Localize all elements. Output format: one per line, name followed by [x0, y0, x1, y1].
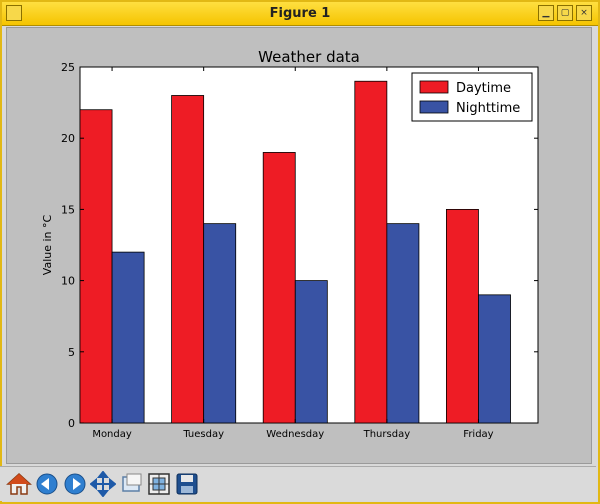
y-ticks: 0 5 10 15 20 25 [61, 61, 538, 430]
bar-chart: Weather data Value in °C 0 5 10 15 20 25 Mond… [41, 48, 539, 440]
bar-daytime-monday [79, 109, 113, 424]
maximize-button[interactable]: ▢ [557, 5, 573, 21]
legend-swatch-nighttime [419, 100, 449, 114]
x-tick-label: Thursday [363, 429, 411, 440]
save-icon[interactable] [174, 471, 200, 497]
x-tick-label: Friday [463, 429, 493, 440]
back-icon[interactable] [34, 471, 60, 497]
y-tick-label: 0 [68, 417, 75, 430]
legend-label-daytime: Daytime [456, 81, 511, 96]
bar-daytime-thursday [354, 80, 388, 424]
bar-daytime-wednesday [262, 152, 296, 424]
y-tick-label: 15 [61, 203, 75, 216]
legend-swatch-daytime [419, 80, 449, 94]
legend-label-nighttime: Nighttime [456, 101, 520, 116]
x-ticks: Monday Tuesday Wednesday Thursday Friday [92, 67, 494, 440]
minimize-button[interactable]: ▁ [538, 5, 554, 21]
y-tick-label: 5 [68, 346, 75, 359]
zoom-icon[interactable] [118, 471, 144, 497]
bar-nighttime-wednesday [294, 280, 328, 424]
bar-nighttime-monday [111, 251, 145, 424]
x-tick-label: Wednesday [266, 429, 324, 440]
bar-daytime-tuesday [171, 95, 205, 424]
forward-icon[interactable] [62, 471, 88, 497]
bars [79, 80, 511, 424]
window-menu-button[interactable] [6, 5, 22, 21]
bar-daytime-friday [445, 208, 479, 424]
y-axis-label: Value in °C [41, 214, 54, 275]
home-icon[interactable] [6, 471, 32, 497]
bar-nighttime-thursday [386, 223, 420, 424]
bar-nighttime-tuesday [203, 223, 237, 424]
bar-nighttime-friday [478, 294, 511, 424]
configure-subplots-icon[interactable] [146, 471, 172, 497]
chart-title: Weather data [258, 48, 360, 66]
navigation-toolbar [0, 466, 596, 501]
y-tick-label: 20 [61, 132, 75, 145]
title-bar[interactable]: Figure 1 ▁ ▢ × [2, 2, 598, 26]
x-tick-label: Tuesday [182, 429, 224, 440]
x-tick-label: Monday [92, 429, 132, 440]
y-tick-label: 10 [61, 275, 75, 288]
window-title: Figure 1 [269, 6, 331, 21]
y-tick-label: 25 [61, 61, 75, 74]
pan-icon[interactable] [90, 471, 116, 497]
close-button[interactable]: × [576, 5, 592, 21]
legend: Daytime Nighttime [411, 72, 533, 122]
